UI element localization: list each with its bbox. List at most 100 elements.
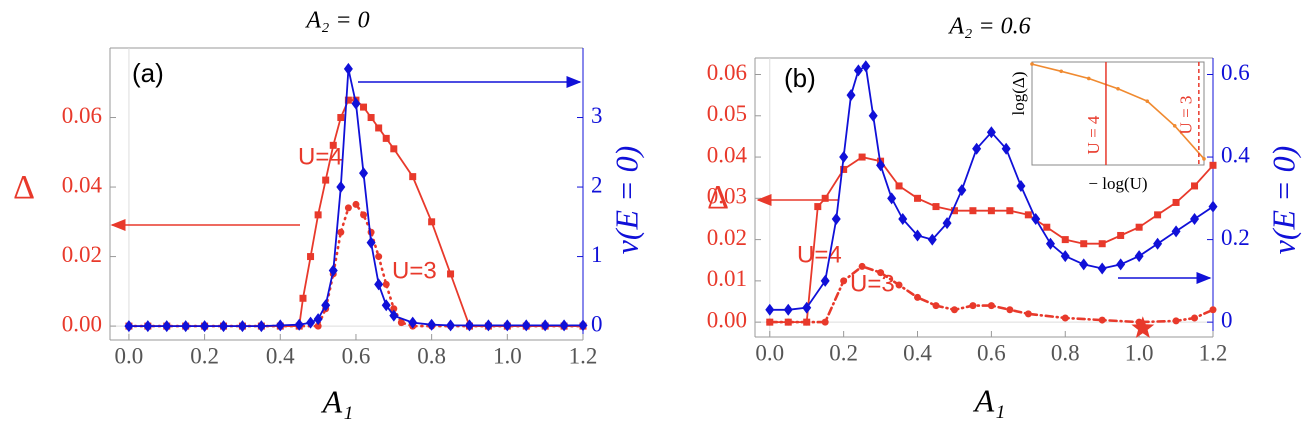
point <box>895 182 903 190</box>
series-label: U=3 <box>392 257 437 284</box>
point <box>932 302 940 310</box>
x-tick-label: 0.6 <box>977 340 1006 365</box>
point <box>1191 314 1199 322</box>
point <box>1061 236 1069 244</box>
point <box>427 318 437 331</box>
point <box>344 204 352 212</box>
point <box>367 114 375 122</box>
inset-point <box>1030 62 1034 66</box>
y2-tick-label: 2 <box>591 172 603 197</box>
point <box>219 320 229 333</box>
point <box>1116 258 1126 271</box>
y2-axis-label: ν(E = 0) <box>608 146 644 255</box>
series-line <box>128 99 584 327</box>
point <box>957 184 967 197</box>
y-tick-label: 0.01 <box>707 266 747 291</box>
point <box>783 303 793 316</box>
point <box>237 320 247 333</box>
y2-tick-label: 0.2 <box>1221 225 1250 250</box>
point <box>540 319 550 332</box>
point <box>1045 237 1055 250</box>
y-tick-label: 0.06 <box>62 103 102 128</box>
point <box>428 218 436 226</box>
point <box>840 277 848 285</box>
point <box>1006 306 1014 314</box>
series-label: U=4 <box>797 241 842 268</box>
y2-axis-label: ν(E = 0) <box>1265 146 1301 255</box>
point <box>1060 250 1070 263</box>
x-tick-label: 1.0 <box>1125 340 1154 365</box>
inset-point <box>1172 124 1177 128</box>
x-tick-label: 0.0 <box>115 343 144 368</box>
point <box>814 203 822 211</box>
point <box>1191 182 1199 190</box>
point <box>876 159 886 172</box>
point <box>868 109 878 122</box>
y-tick-label: 0.02 <box>62 242 102 267</box>
panel-label: (b) <box>784 63 816 93</box>
point <box>307 253 315 261</box>
x-tick-label: 1.2 <box>569 343 598 368</box>
point <box>1135 223 1143 231</box>
point <box>765 303 775 316</box>
y-tick-label: 0.04 <box>62 172 103 197</box>
point <box>1079 258 1089 271</box>
series-line <box>768 264 1215 324</box>
point <box>328 264 338 277</box>
point <box>969 302 977 310</box>
inset-marker-label: U = 4 <box>1084 115 1103 154</box>
point <box>502 319 512 332</box>
point <box>846 89 856 102</box>
point <box>382 134 390 142</box>
point <box>360 211 368 219</box>
point <box>895 281 903 289</box>
point <box>521 319 531 332</box>
point <box>987 207 995 215</box>
point <box>314 211 322 219</box>
point <box>1134 250 1144 263</box>
point <box>360 103 368 111</box>
panel-label: (a) <box>132 58 164 88</box>
point <box>942 217 952 230</box>
x-tick-label: 0.4 <box>903 340 932 365</box>
point <box>352 200 360 208</box>
point <box>821 194 829 202</box>
point <box>162 320 172 333</box>
point <box>329 141 337 149</box>
point <box>336 181 346 194</box>
x-tick-label: 0.0 <box>755 340 784 365</box>
point <box>337 114 345 122</box>
point <box>275 319 285 332</box>
point <box>1001 142 1011 155</box>
point <box>853 64 863 77</box>
point <box>1024 211 1032 219</box>
point <box>351 97 361 110</box>
inset-point <box>1116 86 1120 91</box>
point <box>877 269 885 277</box>
y-tick-label: 0.04 <box>707 142 748 167</box>
y-axis-label: Δ <box>13 169 35 206</box>
x-tick-label: 0.2 <box>829 340 858 365</box>
y-tick-label: 0.06 <box>707 60 747 85</box>
point <box>987 302 995 310</box>
point <box>969 207 977 215</box>
point <box>887 192 897 205</box>
point <box>1172 317 1180 325</box>
point <box>124 320 134 333</box>
point <box>321 299 331 312</box>
x-axis-label: A₁ <box>973 382 1006 418</box>
y2-tick-label: 1 <box>591 242 603 267</box>
point <box>1016 179 1026 192</box>
y-tick-label: 0.00 <box>707 307 747 332</box>
point <box>1209 306 1217 314</box>
point <box>181 320 191 333</box>
point <box>381 299 391 312</box>
point <box>299 294 307 302</box>
point <box>1172 198 1180 206</box>
point <box>1171 225 1181 238</box>
point <box>1061 314 1069 322</box>
point <box>578 319 588 332</box>
point <box>986 126 996 139</box>
point <box>409 173 417 181</box>
point <box>821 318 829 326</box>
